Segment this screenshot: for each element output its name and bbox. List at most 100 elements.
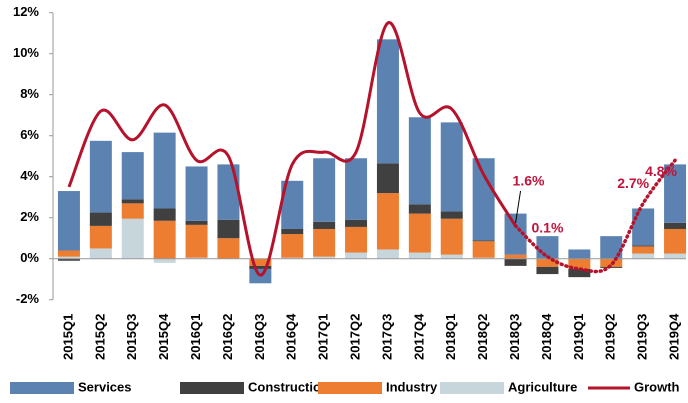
data-label: 0.1% bbox=[531, 219, 563, 235]
x-tick-label: 2016Q4 bbox=[284, 313, 299, 360]
bar-segment bbox=[632, 245, 655, 247]
legend-swatch bbox=[10, 382, 74, 394]
x-tick-label: 2018Q3 bbox=[507, 314, 522, 360]
y-tick-label: 12% bbox=[13, 4, 39, 19]
legend-label: Industry bbox=[386, 379, 438, 394]
growth-line-dotted bbox=[513, 158, 677, 274]
bar-segment bbox=[664, 253, 687, 259]
bar-segment bbox=[440, 211, 463, 219]
bar-segment bbox=[632, 253, 655, 259]
bar-segment bbox=[440, 218, 463, 255]
bar-segment bbox=[664, 228, 687, 254]
x-tick-label: 2018Q2 bbox=[475, 314, 490, 360]
bar-segment bbox=[89, 225, 112, 249]
y-tick-label: 4% bbox=[20, 168, 39, 183]
bar-segment bbox=[153, 258, 176, 263]
bar-segment bbox=[536, 236, 559, 259]
bar-segment bbox=[376, 163, 399, 194]
bar-segment bbox=[249, 258, 272, 266]
y-tick-label: -2% bbox=[16, 291, 40, 306]
bar-segment bbox=[57, 250, 80, 257]
x-tick-label: 2016Q2 bbox=[220, 314, 235, 360]
bar-segment bbox=[313, 256, 336, 259]
bar-segment bbox=[345, 226, 368, 253]
bar-segment bbox=[664, 222, 687, 229]
bar-segment bbox=[632, 246, 655, 254]
bar-segment bbox=[568, 268, 591, 278]
bar-segment bbox=[153, 132, 176, 209]
bar-segment bbox=[89, 248, 112, 259]
legend-swatch bbox=[180, 382, 244, 394]
bar-segment bbox=[153, 220, 176, 259]
bar-segment bbox=[600, 266, 623, 268]
bar-segment bbox=[440, 254, 463, 259]
bar-segment bbox=[121, 199, 144, 204]
legend-label: Agriculture bbox=[508, 379, 577, 394]
bar-segment bbox=[281, 180, 304, 229]
bar-segment bbox=[472, 257, 495, 259]
legend-swatch bbox=[318, 382, 382, 394]
x-tick-label: 2019Q4 bbox=[666, 313, 681, 360]
bar-segment bbox=[217, 238, 240, 259]
bar-segment bbox=[217, 219, 240, 239]
bar-segment bbox=[568, 249, 591, 259]
bar-segment bbox=[600, 236, 623, 259]
bar-segment bbox=[281, 228, 304, 235]
y-tick-label: 6% bbox=[20, 127, 39, 142]
x-tick-label: 2018Q4 bbox=[539, 313, 554, 360]
bar-segment bbox=[376, 249, 399, 259]
bar-segment bbox=[632, 208, 655, 246]
bar-segment bbox=[376, 39, 399, 164]
x-tick-label: 2017Q1 bbox=[316, 314, 331, 360]
bar-segment bbox=[185, 224, 208, 258]
bar-segment bbox=[345, 158, 368, 220]
legend-label: Growth bbox=[634, 379, 680, 394]
bar-segment bbox=[345, 252, 368, 259]
bar-segment bbox=[185, 220, 208, 225]
leader-line bbox=[515, 190, 522, 223]
bar-segment bbox=[504, 213, 527, 255]
bar-segment bbox=[121, 152, 144, 200]
bar-segment bbox=[504, 254, 527, 259]
y-tick-label: 2% bbox=[20, 209, 39, 224]
bar-segment bbox=[57, 258, 80, 261]
bar-segment bbox=[408, 252, 431, 259]
x-tick-label: 2017Q3 bbox=[379, 314, 394, 360]
bar-segment bbox=[664, 164, 687, 223]
bar-segment bbox=[472, 240, 495, 242]
bar-segment bbox=[345, 219, 368, 227]
legend-label: Services bbox=[78, 379, 132, 394]
bar-segment bbox=[313, 221, 336, 229]
bar-segment bbox=[185, 166, 208, 221]
bar-segment bbox=[536, 258, 559, 267]
bar-segment bbox=[568, 258, 591, 269]
y-tick-label: 8% bbox=[20, 86, 39, 101]
bar-segment bbox=[472, 241, 495, 258]
bar-segment bbox=[249, 265, 272, 269]
y-tick-label: 10% bbox=[13, 45, 39, 60]
y-tick-label: 0% bbox=[20, 250, 39, 265]
bar-segment bbox=[121, 218, 144, 259]
bar-segment bbox=[89, 212, 112, 226]
bar-segment bbox=[89, 140, 112, 213]
x-tick-label: 2019Q3 bbox=[635, 314, 650, 360]
bar-segment bbox=[440, 122, 463, 212]
x-tick-label: 2015Q1 bbox=[60, 314, 75, 360]
legend-swatch bbox=[440, 382, 504, 394]
data-label: 4.8% bbox=[645, 163, 677, 179]
x-tick-label: 2017Q2 bbox=[347, 314, 362, 360]
bar-segment bbox=[153, 208, 176, 221]
x-tick-label: 2017Q4 bbox=[411, 313, 426, 360]
legend-label: Construction bbox=[248, 379, 329, 394]
x-tick-label: 2015Q4 bbox=[156, 313, 171, 360]
bar-segment bbox=[536, 266, 559, 275]
bar-segment bbox=[313, 228, 336, 257]
x-tick-label: 2019Q1 bbox=[571, 314, 586, 360]
bar-segment bbox=[504, 258, 527, 266]
x-tick-label: 2018Q1 bbox=[443, 314, 458, 360]
data-label: 1.6% bbox=[513, 173, 545, 189]
growth-line bbox=[67, 21, 517, 277]
bar-segment bbox=[408, 213, 431, 253]
bar-segment bbox=[57, 191, 80, 251]
